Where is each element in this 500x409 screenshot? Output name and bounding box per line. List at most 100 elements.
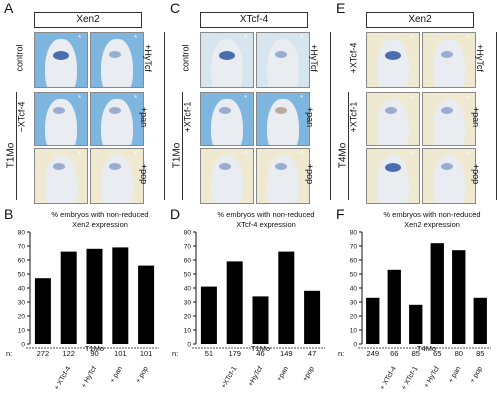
- embryo-shape: [211, 155, 243, 203]
- stain-spot: [275, 163, 287, 170]
- stain-spot: [109, 107, 121, 114]
- group-label: T1Mo: [171, 142, 183, 169]
- bar: [86, 248, 103, 344]
- embryo-shape: [101, 99, 133, 145]
- n-value: 101: [140, 349, 153, 358]
- stain-spot: [53, 107, 65, 114]
- asterisk-mark: *: [78, 151, 81, 158]
- y-tick-label: 50: [184, 272, 192, 279]
- category-label: + pop: [469, 365, 484, 384]
- embryo-photo: *: [90, 32, 144, 88]
- embryo-photo: *: [200, 32, 254, 88]
- row-label: −XTcf-4: [16, 101, 27, 133]
- bar: [226, 261, 243, 344]
- embryo-photo: *: [90, 148, 144, 204]
- group-label: T1Mo: [85, 344, 104, 353]
- n-value: 51: [205, 349, 213, 358]
- y-tick-label: 80: [184, 230, 192, 237]
- bar: [138, 265, 155, 344]
- asterisk-mark: *: [300, 95, 303, 102]
- stain-spot: [441, 107, 453, 114]
- embryo-photo: *: [256, 92, 310, 146]
- n-value: 249: [366, 349, 379, 358]
- asterisk-mark: *: [300, 35, 303, 42]
- y-tick-label: 20: [350, 314, 358, 321]
- y-tick-label: 10: [184, 328, 192, 335]
- category-label: + XTcf-4: [379, 365, 398, 391]
- row-label: +XTcf-1: [348, 101, 359, 133]
- row-label: +XTcf-1: [182, 101, 193, 133]
- y-tick-label: 30: [184, 300, 192, 307]
- side-label: +HyTcf: [474, 44, 485, 72]
- bar: [252, 296, 269, 344]
- asterisk-mark: *: [466, 35, 469, 42]
- category-label: + HyTcf: [80, 365, 98, 389]
- y-tick-label: 10: [350, 328, 358, 335]
- y-tick-label: 40: [350, 286, 358, 293]
- row-label: control: [180, 44, 191, 72]
- stain-spot: [219, 51, 235, 60]
- embryo-shape: [377, 99, 409, 145]
- side-label: +pan: [471, 106, 482, 128]
- y-tick-label: 40: [184, 286, 192, 293]
- y-tick-label: 40: [18, 286, 26, 293]
- group-bracket-line: [16, 92, 17, 200]
- embryo-photo: *: [256, 32, 310, 88]
- embryo-photo: *: [200, 148, 254, 204]
- panel-letter: A: [4, 0, 14, 16]
- side-label: +pop: [471, 163, 482, 185]
- category-label: + pan: [109, 365, 124, 384]
- bar: [112, 247, 129, 344]
- category-label: + XTcf-4: [53, 365, 72, 391]
- side-label: +HyTcf: [308, 44, 319, 72]
- embryo-photo: *: [422, 92, 476, 146]
- category-label: + pan: [448, 365, 463, 384]
- side-label: +HyTcf: [142, 44, 153, 72]
- embryo-photo: *: [366, 148, 420, 204]
- side-bracket-line: [330, 32, 331, 200]
- group-label: T4Mo: [417, 344, 436, 353]
- bar-chart: 0 10 20 30 40 50 60 70 80 51 179 +XTcf-1 46 +HyTcf 149…: [172, 230, 325, 390]
- y-tick-label: 70: [18, 244, 26, 251]
- n-value: 122: [62, 349, 75, 358]
- embryo-photo: *: [34, 92, 88, 146]
- bar: [430, 243, 444, 344]
- embryo-photo: *: [366, 32, 420, 88]
- asterisk-mark: *: [244, 95, 247, 102]
- stain-spot: [385, 163, 401, 172]
- y-tick-label: 60: [184, 258, 192, 265]
- bar: [34, 278, 51, 344]
- embryo-shape: [101, 39, 133, 87]
- n-value: 65: [433, 349, 441, 358]
- y-tick-label: 70: [350, 244, 358, 251]
- row-label: +XTcf-4: [348, 42, 359, 74]
- embryo-photo: *: [422, 32, 476, 88]
- bar-chart: 0 10 20 30 40 50 60 70 80 249 66 + XTcf-4 85 + XTcf-1…: [338, 230, 491, 391]
- stain-spot: [275, 51, 287, 58]
- category-label: + XTcf-1: [400, 365, 419, 391]
- n-value: 85: [412, 349, 420, 358]
- embryo-shape: [267, 155, 299, 203]
- y-tick-label: 30: [18, 300, 26, 307]
- side-label: +pop: [305, 163, 316, 185]
- asterisk-mark: *: [466, 151, 469, 158]
- n-label: n:: [338, 349, 344, 358]
- y-tick-label: 0: [187, 342, 191, 349]
- panel-letter: C: [170, 0, 181, 16]
- chart-title: % embryos with non-reduced XTcf-4 expres…: [217, 210, 315, 229]
- embryo-photo: *: [366, 92, 420, 146]
- category-label: + pop: [135, 365, 150, 384]
- asterisk-mark: *: [134, 95, 137, 102]
- embryo-shape: [45, 155, 77, 203]
- bar: [366, 297, 380, 344]
- bar: [304, 290, 321, 344]
- embryo-shape: [377, 39, 409, 87]
- embryo-shape: [433, 99, 465, 145]
- asterisk-mark: *: [244, 151, 247, 158]
- embryo-photo: *: [422, 148, 476, 204]
- group-label: T1Mo: [251, 344, 270, 353]
- stain-spot: [275, 107, 287, 114]
- y-tick-label: 20: [18, 314, 26, 321]
- n-label: n:: [172, 349, 178, 358]
- bar: [452, 250, 466, 344]
